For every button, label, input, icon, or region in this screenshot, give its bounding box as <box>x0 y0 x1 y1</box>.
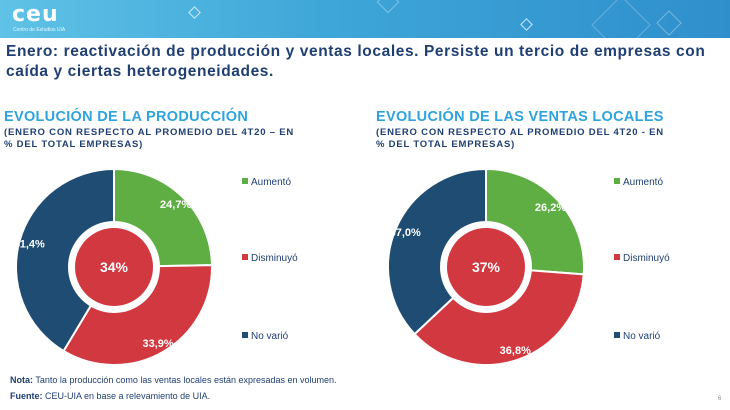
legend-item-no-vario: No varió <box>614 331 660 342</box>
sales-donut-chart: 26,2% 36,8% 37,0% 37% Aumentó Disminuyó No var… <box>376 159 706 373</box>
page-number: 6 <box>718 396 722 402</box>
slice-value-label: 41,4% <box>14 239 45 251</box>
legend-item-aumento: Aumentó <box>614 177 663 188</box>
nota-label: Nota: <box>10 375 33 385</box>
production-donut-chart: 24,7% 33,9% 41,4% 34% Aumentó Disminuyó No var… <box>4 159 334 373</box>
legend-swatch <box>614 254 620 261</box>
footnote-nota: Nota: Tanto la producción como las venta… <box>10 375 337 385</box>
diamond-decoration-icon <box>188 6 201 19</box>
legend-swatch <box>242 178 248 185</box>
ceu-logo-subtitle: Centro de Estudios UIA <box>13 27 66 33</box>
fuente-text: CEU-UIA en base a relevamiento de UIA. <box>45 391 211 401</box>
diamond-decoration-icon <box>520 18 533 31</box>
donut-center-value: 34% <box>100 259 129 275</box>
donut-slice-disminuyo <box>413 265 585 366</box>
slice-value-label: 36,8% <box>500 345 531 357</box>
donut-center-circle <box>447 228 525 306</box>
legend-label: No varió <box>251 331 289 342</box>
donut-center-circle <box>75 228 153 306</box>
donut-svg: 24,7% 33,9% 41,4% 34% <box>14 167 214 366</box>
diamond-decoration-icon <box>376 0 400 14</box>
donut-center-value: 37% <box>472 259 501 275</box>
header-banner: ceu Centro de Estudios UIA <box>0 0 730 38</box>
legend-label: Aumentó <box>251 177 292 188</box>
legend-item-disminuyo: Disminuyó <box>242 253 298 264</box>
page-title: Enero: reactivación de producción y vent… <box>6 43 706 80</box>
ceu-logo: ceu <box>12 2 59 27</box>
legend-swatch <box>614 178 620 185</box>
nota-text: Tanto la producción como las ventas loca… <box>35 375 337 385</box>
legend-swatch <box>614 332 620 339</box>
donut-svg: 26,2% 36,8% 37,0% 37% <box>387 167 585 366</box>
footnote-fuente: Fuente: CEU-UIA en base a relevamiento d… <box>10 391 210 401</box>
diamond-decoration-icon <box>656 10 682 36</box>
legend-label: Disminuyó <box>623 253 670 264</box>
fuente-label: Fuente: <box>10 391 43 401</box>
slice-value-label: 24,7% <box>160 199 191 211</box>
legend-swatch <box>242 254 248 261</box>
slice-value-label: 37,0% <box>390 227 421 239</box>
slice-value-label: 26,2% <box>535 202 566 214</box>
production-chart-title: EVOLUCIÓN DE LA PRODUCCIÓN <box>4 109 249 125</box>
sales-chart-title: EVOLUCIÓN DE LAS VENTAS LOCALES <box>376 109 664 125</box>
legend-label: Disminuyó <box>251 253 298 264</box>
slice-value-label: 33,9% <box>142 338 173 350</box>
legend-label: Aumentó <box>623 177 664 188</box>
legend-swatch <box>242 332 248 339</box>
donut-slice-no-vario <box>387 167 487 336</box>
legend-item-aumento: Aumentó <box>242 177 291 188</box>
legend-item-no-vario: No varió <box>242 331 288 342</box>
sales-chart-subtitle: (ENERO CON RESPECTO AL PROMEDIO DEL 4T20… <box>376 127 664 150</box>
production-chart-subtitle: (ENERO CON RESPECTO AL PROMEDIO DEL 4T20… <box>4 127 295 150</box>
legend-item-disminuyo: Disminuyó <box>614 253 670 264</box>
diamond-decoration-icon <box>591 0 651 38</box>
legend-label: No varió <box>623 331 661 342</box>
